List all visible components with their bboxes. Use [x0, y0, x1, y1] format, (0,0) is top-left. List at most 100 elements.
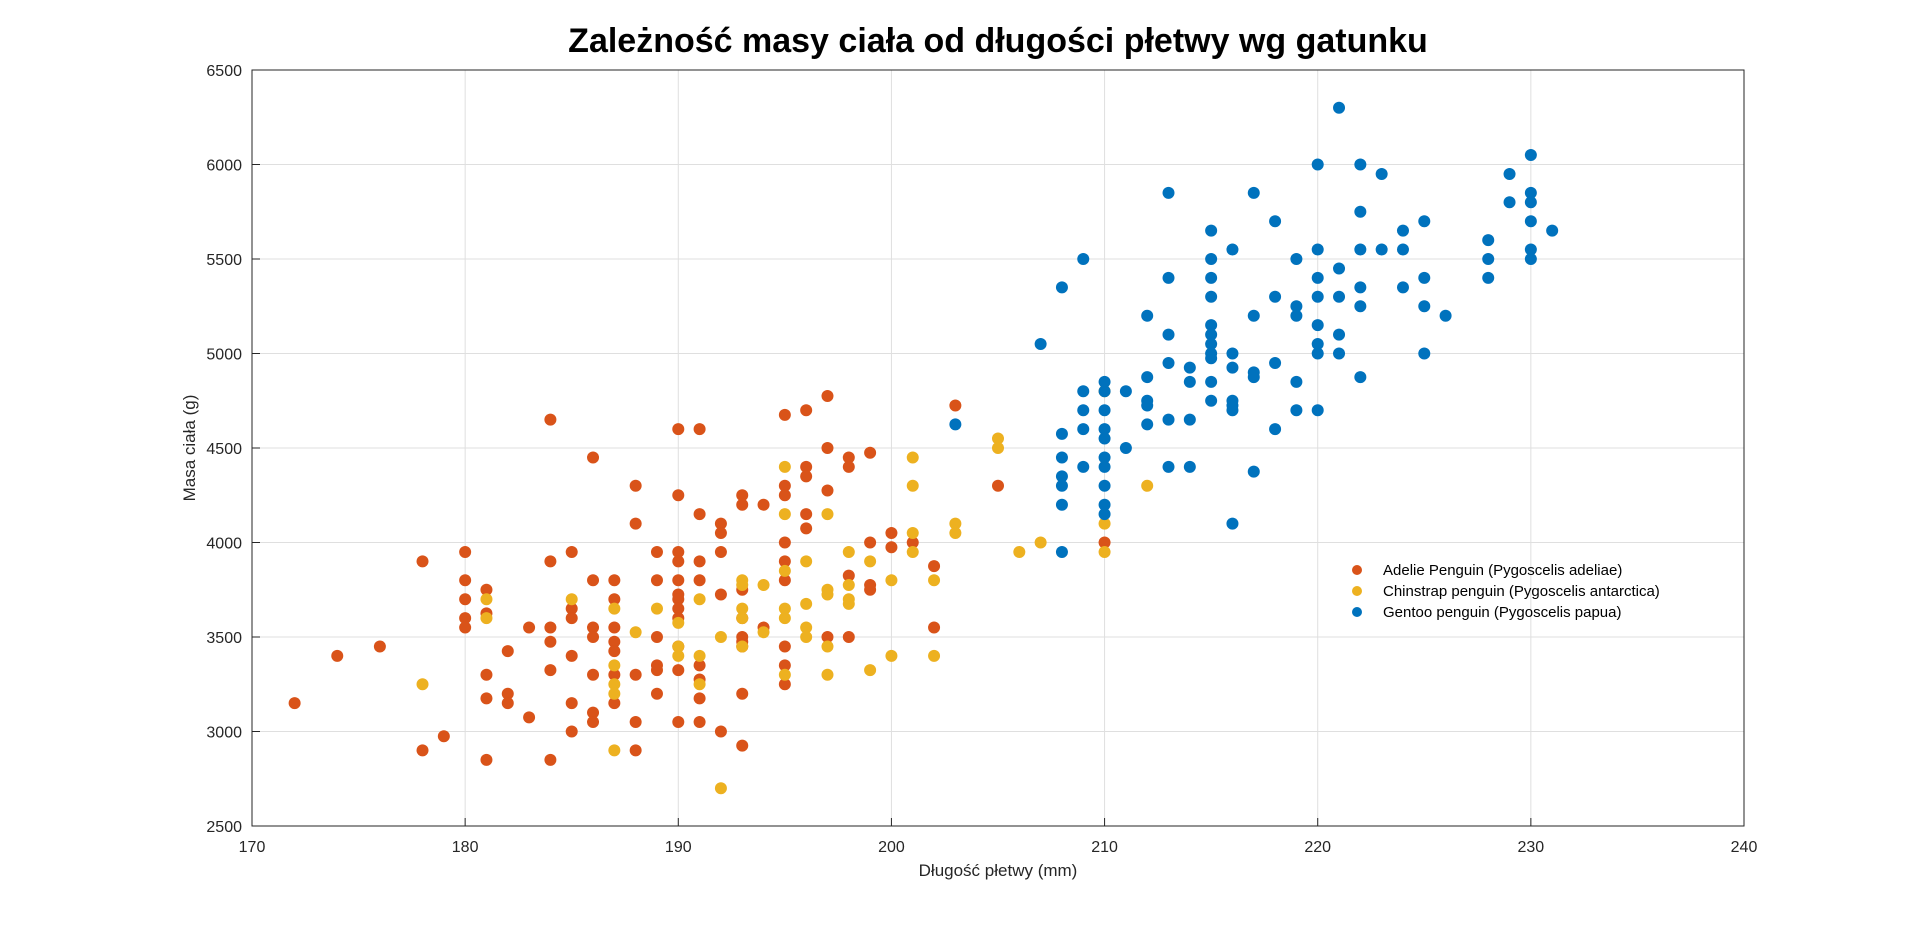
data-point	[459, 612, 472, 625]
data-point	[1311, 290, 1324, 303]
data-point	[565, 602, 578, 615]
data-point	[544, 753, 557, 766]
data-point	[949, 418, 962, 431]
data-point	[864, 583, 877, 596]
data-point	[842, 579, 855, 592]
data-point	[864, 664, 877, 677]
data-point	[1013, 545, 1026, 558]
y-tick-label: 5000	[206, 347, 242, 364]
data-point	[885, 574, 898, 587]
data-point	[544, 664, 557, 677]
data-point	[459, 545, 472, 558]
data-point	[523, 621, 536, 634]
data-point	[1354, 371, 1367, 384]
x-tick-label: 220	[1304, 839, 1331, 856]
legend-entry-label: Gentoo penguin (Pygoscelis papua)	[1383, 604, 1622, 621]
data-point	[1183, 413, 1196, 426]
data-point	[608, 635, 621, 648]
data-point	[1226, 517, 1239, 530]
data-point	[587, 716, 600, 729]
data-point	[1205, 338, 1218, 351]
legend-marker	[1352, 565, 1362, 575]
data-point	[565, 593, 578, 606]
data-point	[1503, 196, 1516, 209]
data-point	[778, 489, 791, 502]
data-point	[949, 399, 962, 412]
data-point	[1482, 253, 1495, 265]
y-tick-label: 4500	[206, 441, 242, 458]
data-point	[587, 574, 600, 587]
y-tick-label: 2500	[206, 819, 242, 836]
data-point	[1077, 385, 1090, 398]
data-point	[821, 484, 834, 497]
data-point	[565, 697, 578, 710]
data-point	[565, 725, 578, 738]
data-point	[480, 692, 493, 705]
data-point	[928, 621, 941, 634]
data-point	[928, 574, 941, 587]
data-point	[672, 574, 685, 587]
y-tick-label: 3500	[206, 630, 242, 647]
data-point	[416, 555, 429, 568]
data-point	[672, 489, 685, 502]
data-point	[608, 687, 621, 700]
data-point	[906, 527, 919, 540]
y-tick-label: 4000	[206, 536, 242, 553]
data-point	[587, 621, 600, 634]
data-point	[800, 555, 813, 568]
x-axis-label: Długość płetwy (mm)	[919, 861, 1078, 880]
data-point	[778, 640, 791, 653]
data-point	[1098, 517, 1111, 530]
data-point	[800, 470, 813, 483]
data-point	[1098, 385, 1111, 398]
data-point	[1311, 347, 1324, 360]
data-point	[949, 527, 962, 540]
data-point	[459, 621, 472, 634]
data-point	[1311, 271, 1324, 284]
data-point	[1098, 508, 1111, 521]
data-point	[1205, 224, 1218, 237]
data-point	[800, 597, 813, 610]
data-point	[672, 602, 685, 615]
data-point	[693, 692, 706, 705]
data-point	[1141, 418, 1154, 431]
data-point	[1269, 356, 1282, 369]
x-tick-label: 180	[452, 839, 479, 856]
data-point	[1205, 271, 1218, 284]
data-point	[693, 649, 706, 662]
data-point	[693, 508, 706, 521]
data-point	[650, 631, 663, 643]
data-point	[928, 560, 941, 573]
data-point	[906, 479, 919, 492]
data-point	[992, 432, 1004, 445]
data-point	[1034, 536, 1047, 549]
data-point	[1269, 423, 1282, 436]
data-point	[1098, 423, 1111, 436]
data-point	[778, 564, 791, 577]
data-point	[1226, 243, 1239, 256]
data-point	[736, 579, 749, 592]
data-point	[778, 479, 791, 492]
data-point	[1141, 371, 1154, 384]
data-point	[1482, 234, 1495, 247]
data-point	[544, 621, 557, 634]
data-point	[1418, 300, 1431, 313]
data-point	[714, 517, 727, 530]
data-point	[629, 479, 642, 492]
legend[interactable]: Adelie Penguin (Pygoscelis adeliae) Chins…	[1352, 562, 1660, 621]
data-point	[1333, 290, 1346, 303]
data-point	[778, 536, 791, 549]
data-point	[1119, 442, 1132, 454]
data-point	[1162, 328, 1175, 341]
data-point	[1141, 399, 1154, 412]
data-point	[608, 697, 621, 710]
data-point	[501, 687, 514, 700]
data-point	[1183, 460, 1196, 473]
data-point	[1205, 290, 1218, 303]
data-point	[821, 442, 834, 454]
data-point	[821, 508, 834, 521]
data-point	[714, 527, 727, 540]
data-point	[1205, 352, 1218, 365]
data-point	[842, 597, 855, 610]
data-point	[1333, 347, 1346, 360]
